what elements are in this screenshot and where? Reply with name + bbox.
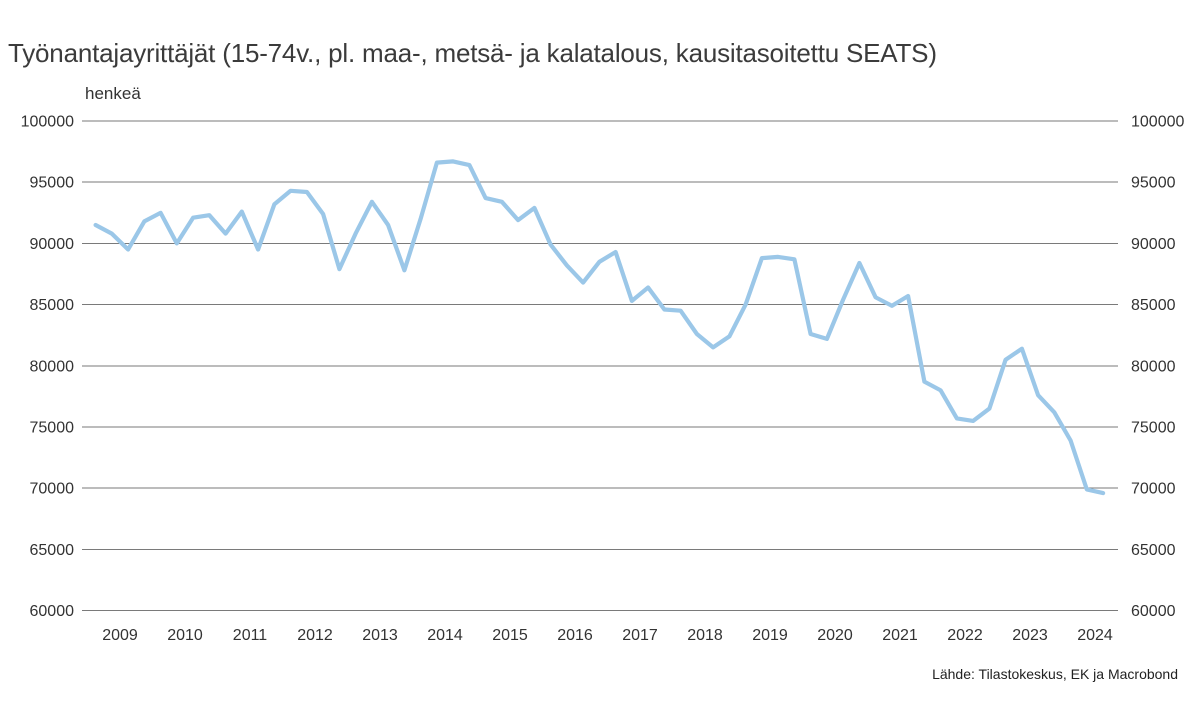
x-tick-label: 2019 bbox=[752, 627, 788, 644]
y-tick-label-right: 80000 bbox=[1131, 358, 1176, 375]
x-tick-label: 2016 bbox=[557, 627, 593, 644]
y-tick-label-right: 75000 bbox=[1131, 420, 1176, 437]
x-tick-label: 2023 bbox=[1012, 627, 1048, 644]
x-tick-label: 2010 bbox=[167, 627, 203, 644]
y-tick-label-left: 60000 bbox=[30, 603, 75, 620]
y-tick-label-right: 60000 bbox=[1131, 603, 1176, 620]
y-tick-label-left: 75000 bbox=[30, 420, 75, 437]
x-tick-label: 2021 bbox=[882, 627, 918, 644]
y-tick-label-right: 100000 bbox=[1131, 114, 1184, 131]
y-tick-label-left: 100000 bbox=[21, 114, 74, 131]
x-tick-label: 2017 bbox=[622, 627, 658, 644]
y-tick-label-left: 65000 bbox=[30, 542, 75, 559]
chart-title: Työnantajayrittäjät (15-74v., pl. maa-, … bbox=[8, 38, 937, 68]
y-tick-label-right: 90000 bbox=[1131, 236, 1176, 253]
x-tick-label: 2020 bbox=[817, 627, 853, 644]
y-tick-label-right: 95000 bbox=[1131, 175, 1176, 192]
x-tick-label: 2022 bbox=[947, 627, 983, 644]
y-tick-label-right: 70000 bbox=[1131, 481, 1176, 498]
x-tick-label: 2011 bbox=[233, 627, 268, 644]
y-axis-unit-label: henkeä bbox=[85, 84, 141, 103]
y-tick-label-left: 90000 bbox=[30, 236, 75, 253]
y-tick-label-left: 95000 bbox=[30, 175, 75, 192]
x-tick-label: 2024 bbox=[1077, 627, 1113, 644]
x-tick-label: 2015 bbox=[492, 627, 528, 644]
data-line-series bbox=[93, 159, 1106, 496]
y-tick-label-right: 85000 bbox=[1131, 297, 1176, 314]
y-tick-label-right: 65000 bbox=[1131, 542, 1176, 559]
x-tick-label: 2012 bbox=[297, 627, 333, 644]
x-tick-label: 2014 bbox=[427, 627, 463, 644]
x-tick-label: 2013 bbox=[362, 627, 398, 644]
y-tick-label-left: 70000 bbox=[30, 481, 75, 498]
source-attribution: Lähde: Tilastokeskus, EK ja Macrobond bbox=[932, 666, 1178, 682]
y-tick-label-left: 80000 bbox=[30, 358, 75, 375]
x-tick-label: 2018 bbox=[687, 627, 723, 644]
x-tick-label: 2009 bbox=[102, 627, 138, 644]
y-tick-label-left: 85000 bbox=[30, 297, 75, 314]
